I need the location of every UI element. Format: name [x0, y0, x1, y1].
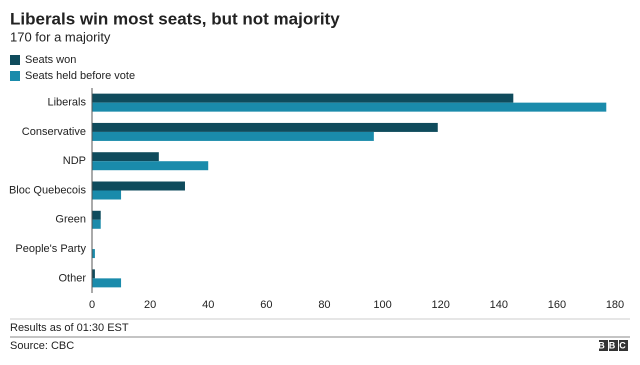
bar: [92, 161, 209, 171]
bar: [92, 210, 101, 220]
x-tick-label: 0: [89, 299, 95, 311]
bar: [92, 269, 95, 279]
x-tick-label: 140: [490, 299, 508, 311]
x-tick-label: 60: [260, 299, 272, 311]
x-tick-label: 20: [144, 299, 156, 311]
x-tick-label: 160: [548, 299, 566, 311]
y-tick-label: Liberals: [47, 97, 86, 109]
legend-swatch: [10, 71, 20, 81]
x-tick-label: 180: [606, 299, 624, 311]
bar: [92, 219, 101, 229]
bar: [92, 102, 607, 112]
legend-swatch: [10, 55, 20, 65]
bar: [92, 190, 122, 200]
bar: [92, 122, 438, 132]
bar: [92, 152, 159, 162]
logo-box: [599, 340, 608, 351]
y-tick-label: Bloc Quebecois: [9, 184, 87, 196]
bar: [92, 181, 185, 191]
logo: BBC: [598, 340, 630, 350]
chart-title: Liberals win most seats, but not majorit…: [10, 9, 340, 28]
legend-label: Seats won: [25, 54, 76, 66]
y-tick-label: People's Party: [15, 243, 86, 255]
source: Source: CBC: [10, 340, 74, 352]
bar: [92, 249, 95, 259]
x-tick-label: 120: [431, 299, 449, 311]
y-tick-label: Other: [58, 272, 86, 284]
x-tick-label: 40: [202, 299, 214, 311]
y-tick-label: NDP: [63, 155, 86, 167]
logo-box: [619, 340, 628, 351]
x-tick-label: 80: [318, 299, 330, 311]
logo-box: [609, 340, 618, 351]
chart-subtitle: 170 for a majority: [10, 29, 111, 44]
x-tick-label: 100: [373, 299, 391, 311]
y-tick-label: Green: [55, 214, 86, 226]
bar: [92, 278, 122, 288]
bar: [92, 131, 374, 141]
y-tick-label: Conservative: [22, 126, 86, 138]
legend-label: Seats held before vote: [25, 70, 135, 82]
note: Results as of 01:30 EST: [10, 322, 129, 334]
bar: [92, 93, 514, 103]
